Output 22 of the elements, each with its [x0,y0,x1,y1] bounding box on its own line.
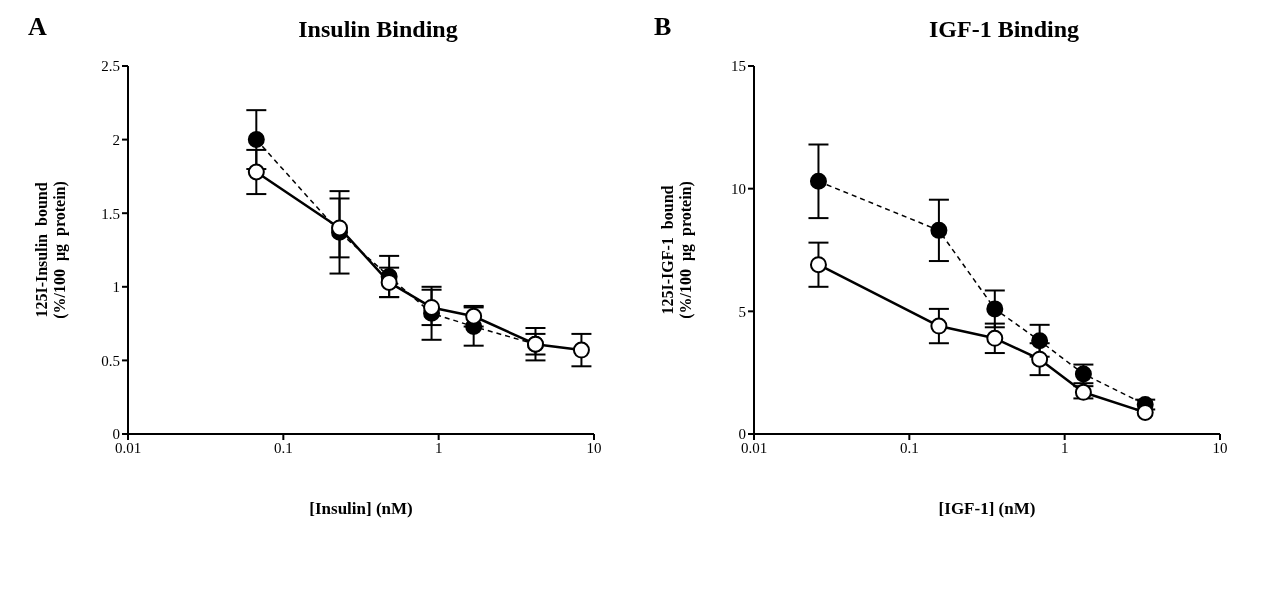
x-tick-label: 1 [434,439,443,456]
x-tick-label: 0.1 [273,439,293,456]
y-tick-label: 2 [112,131,120,148]
x-tick-label: 1 [1060,439,1069,456]
chart-title: IGF-1 Binding [927,16,1080,43]
y-tick-label: 2.5 [101,58,120,75]
y-axis-title: 125I-IGF-1 bound (%/100 μg protein) [659,181,695,319]
text: B [654,12,672,41]
chart-title: Insulin Binding [297,16,459,43]
x-tick-label: 10 [586,439,602,456]
x-axis-title: [Insulin] (nM) [309,499,413,518]
text: A [28,12,47,41]
y-tick-label: 1 [112,279,120,296]
y-tick-label: 1.5 [101,205,120,222]
x-tick-label: 0.1 [899,439,919,456]
x-tick-label: 10 [1212,439,1228,456]
y-tick-label: 5 [738,303,746,320]
y-tick-label: 0.5 [101,352,120,369]
y-tick-label: 10 [731,180,746,197]
x-axis-title: [IGF-1] (nM) [938,499,1036,518]
y-axis-title: 125I-Insulin bound (%/100 μg protein) [33,181,69,319]
y-tick-label: 15 [731,58,746,75]
